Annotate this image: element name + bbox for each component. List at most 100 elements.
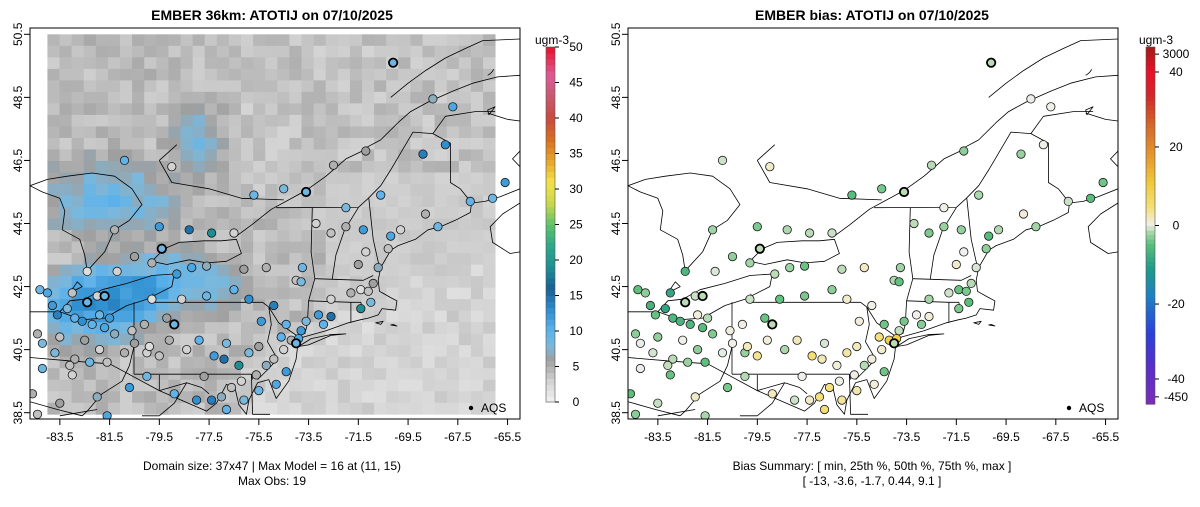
model-grid-cell: [289, 57, 302, 70]
state-border: [912, 275, 972, 281]
model-grid-cell: [107, 230, 121, 242]
model-grid-cell: [216, 91, 230, 104]
model-grid-cell: [132, 34, 145, 47]
observation-point: [70, 354, 80, 364]
model-grid-cell: [144, 114, 157, 127]
highlighted-bias-point: [754, 243, 765, 254]
model-grid-cell: [470, 345, 484, 358]
model-grid-cell: [410, 241, 423, 254]
model-grid-cell: [228, 299, 242, 312]
model-grid-cell: [265, 137, 278, 150]
model-grid-cell: [168, 114, 181, 127]
model-grid-cell: [144, 287, 157, 300]
colorbar-segment: [546, 183, 555, 190]
model-grid-cell: [168, 218, 181, 231]
model-grid-cell: [156, 195, 169, 208]
model-grid-cell: [470, 160, 484, 173]
colorbar-segment: [546, 348, 555, 356]
aqs-observation-points: [30, 57, 510, 419]
bias-point: [653, 398, 663, 408]
model-grid-cell: [434, 345, 448, 358]
model-grid-cell: [410, 379, 423, 392]
observation-point: [313, 310, 324, 320]
highlighted-bias-point: [889, 338, 900, 349]
colorbar-segment: [1146, 399, 1155, 405]
model-grid-cell: [265, 368, 278, 381]
model-grid-cell: [301, 391, 315, 404]
model-grid-cell: [180, 379, 194, 392]
model-grid-cell: [374, 45, 387, 58]
model-grid-cell: [422, 172, 436, 185]
model-grid-cell: [277, 172, 290, 185]
model-grid-cell: [446, 230, 460, 242]
model-grid-cell: [349, 391, 363, 404]
island-outline: [375, 320, 384, 325]
colorbar-segment: [1146, 185, 1155, 191]
model-grid-cell: [47, 379, 60, 392]
model-grid-cell: [59, 172, 73, 185]
colorbar-segment: [546, 319, 555, 326]
model-grid-cell: [362, 322, 375, 335]
model-grid-cell: [313, 299, 327, 312]
model-grid-cell: [71, 68, 85, 81]
observation-point: [139, 319, 150, 329]
model-grid-cell: [446, 149, 460, 162]
model-grid-cell: [349, 264, 363, 277]
bias-point: [966, 278, 976, 288]
model-grid-cell: [325, 391, 339, 404]
observation-point: [269, 354, 279, 364]
model-grid-cell: [349, 103, 363, 116]
model-grid-cell: [144, 391, 157, 404]
observation-point: [356, 303, 366, 314]
model-grid-cell: [95, 126, 109, 139]
bias-point: [981, 244, 991, 254]
model-grid-cell: [374, 57, 387, 70]
model-grid-cell: [47, 195, 60, 208]
model-grid-cell: [458, 218, 472, 231]
gaspe-coastline: [963, 74, 1118, 149]
model-grid-cell: [301, 137, 315, 150]
model-grid-cell: [120, 160, 133, 173]
model-grid-cell: [253, 287, 266, 300]
bias-point: [869, 379, 879, 389]
model-grid-cell: [180, 356, 194, 369]
model-grid-cell: [386, 322, 399, 335]
model-grid-cell: [180, 126, 194, 139]
model-grid-cell: [265, 345, 278, 358]
model-grid-cell: [216, 80, 230, 93]
model-grid-cell: [95, 183, 109, 196]
colorbar-segment: [546, 301, 555, 308]
model-grid-cell: [216, 172, 230, 185]
model-grid-cell: [398, 103, 411, 116]
x-tick-label: -79.5: [744, 430, 772, 444]
model-grid-cell: [277, 218, 290, 231]
model-grid-cell: [446, 356, 460, 369]
bias-points: [628, 57, 1108, 419]
model-grid-cell: [59, 333, 73, 346]
colorbar-segment: [1146, 109, 1155, 115]
model-grid-cell: [446, 126, 460, 139]
colorbar-tick-label: 40: [1169, 65, 1183, 79]
colorbar-segment: [546, 141, 555, 149]
colorbar-segment: [546, 58, 555, 66]
model-grid-cell: [120, 57, 133, 70]
observation-point: [67, 370, 77, 380]
model-grid-cell: [71, 57, 85, 70]
model-grid-cell: [337, 45, 351, 58]
model-grid-cell: [434, 34, 448, 47]
model-grid-cell: [216, 137, 230, 150]
model-grid-cell: [362, 91, 375, 104]
model-grid-cell: [410, 137, 423, 150]
domain-size-note: Domain size: 37x47 | Max Model = 16 at (…: [143, 459, 401, 473]
model-grid-cell: [71, 391, 85, 404]
model-grid-cell: [362, 230, 375, 242]
model-grid-cell: [180, 402, 194, 415]
model-grid-cell: [204, 80, 218, 93]
model-grid-cell: [120, 114, 133, 127]
observation-point: [105, 313, 115, 323]
state-border: [368, 131, 471, 202]
model-grid-cell: [144, 45, 157, 58]
model-grid-cell: [458, 402, 472, 415]
observation-point: [318, 319, 329, 329]
lake-st-clair-outline: [667, 281, 681, 294]
